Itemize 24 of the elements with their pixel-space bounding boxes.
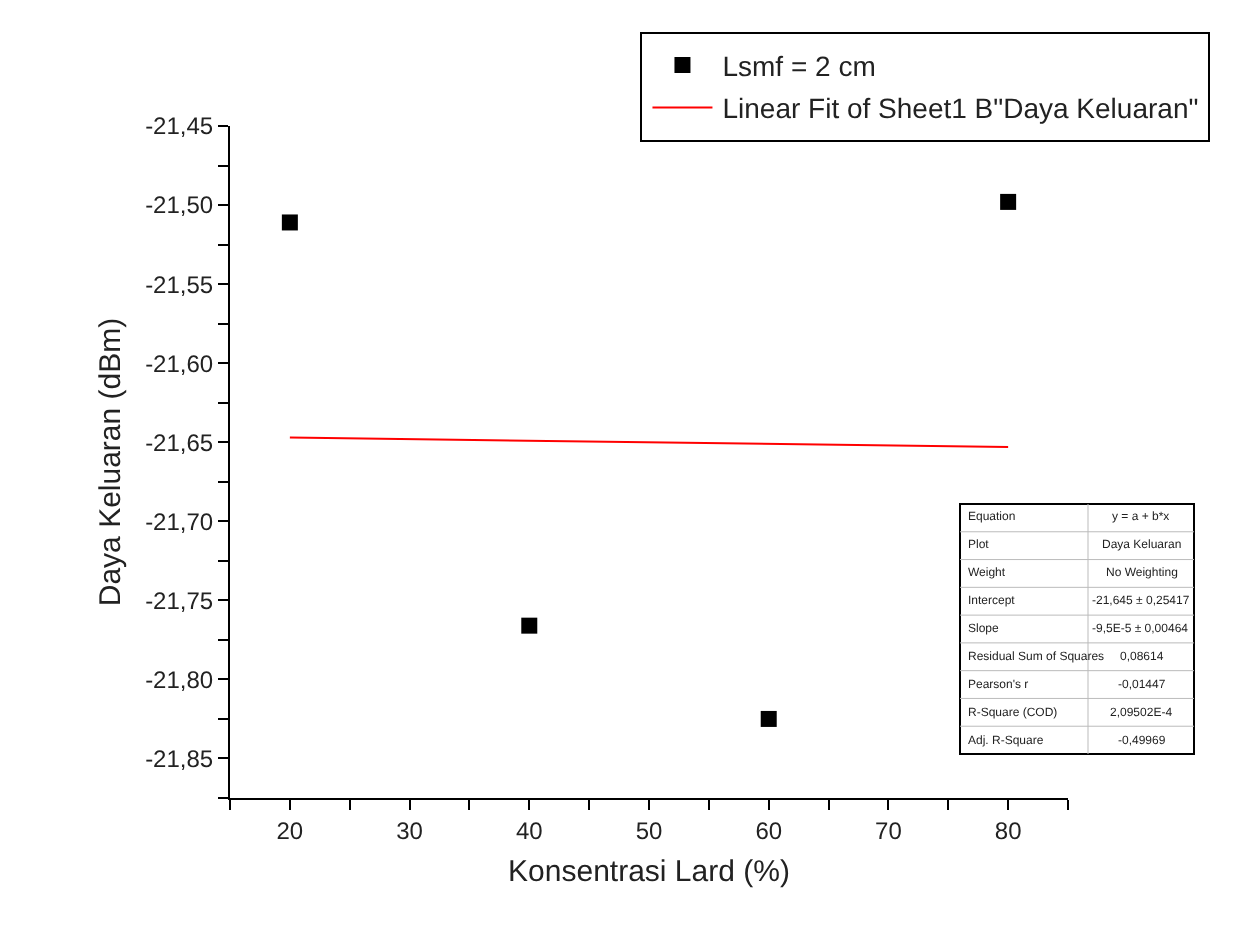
y-axis-title: Daya Keluaran (dBm) — [93, 317, 128, 607]
x-tick-label: 30 — [396, 816, 424, 845]
y-tick-label: -21,55 — [145, 270, 214, 299]
y-tick-label: -21,50 — [145, 191, 214, 220]
y-tick-label: -21,60 — [145, 349, 214, 378]
x-tick-label: 60 — [755, 816, 783, 845]
x-tick-label: 70 — [875, 816, 903, 845]
y-tick-label: -21,65 — [145, 428, 214, 457]
point — [521, 617, 538, 634]
x-tick-label: 20 — [276, 816, 304, 845]
legend-label: Lsmf = 2 cm — [722, 50, 876, 83]
y-tick-label: -21,80 — [145, 665, 214, 694]
point — [281, 214, 298, 231]
point — [1000, 193, 1017, 210]
y-tick-label: -21,85 — [145, 744, 214, 773]
x-tick-label: 40 — [515, 816, 544, 845]
y-tick-label: -21,45 — [145, 112, 214, 141]
legend-label: Linear Fit of Sheet1 B"Daya Keluaran" — [722, 92, 1199, 125]
y-tick-label: -21,75 — [145, 586, 214, 615]
point — [760, 710, 777, 727]
x-axis-title: Konsentrasi Lard (%) — [508, 854, 790, 889]
x-tick-label: 80 — [994, 816, 1023, 845]
y-tick-label: -21,70 — [145, 507, 214, 536]
x-tick-label: 50 — [635, 816, 663, 845]
